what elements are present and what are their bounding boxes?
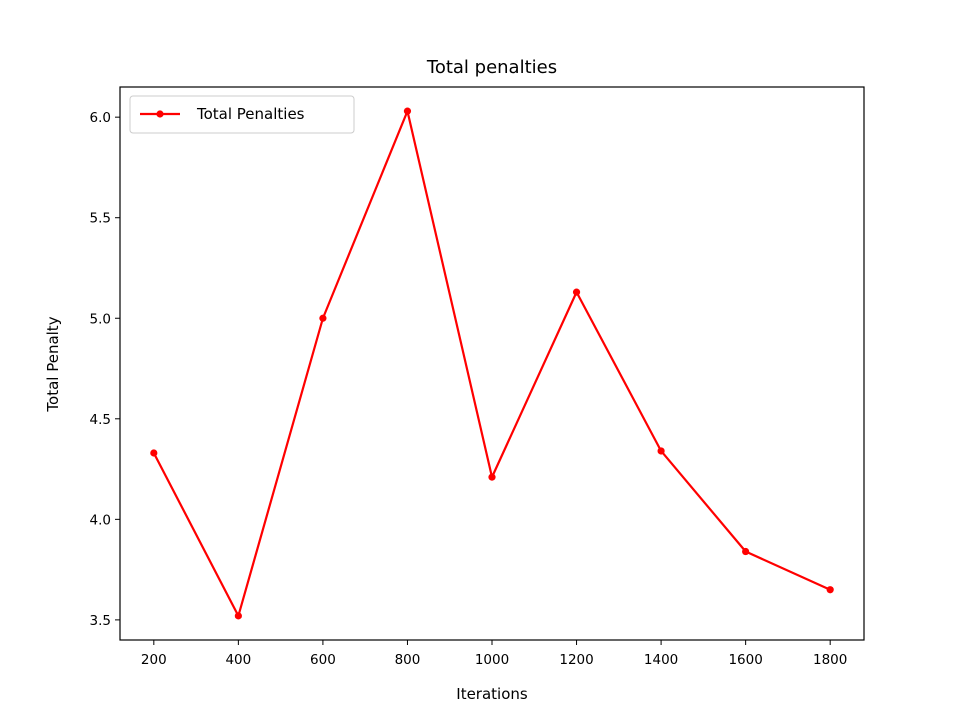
x-tick-label: 400 <box>225 652 251 668</box>
y-tick-label: 4.5 <box>90 412 111 428</box>
data-point <box>403 107 412 115</box>
chart-title: Total penalties <box>426 57 557 78</box>
data-point <box>234 612 242 620</box>
x-tick-label: 1600 <box>728 652 762 668</box>
data-point <box>742 547 750 556</box>
x-axis: 200 400 600 800 1000 1200 1400 1600 1800 <box>141 640 847 668</box>
series-layer <box>150 107 834 620</box>
y-tick-label: 5.5 <box>90 211 111 227</box>
data-point <box>572 288 581 296</box>
y-tick-label: 6.0 <box>90 110 111 126</box>
data-point <box>488 473 496 481</box>
x-tick-label: 800 <box>395 652 421 668</box>
y-tick-label: 3.5 <box>90 613 111 629</box>
y-axis: 3.5 4.0 4.5 5.0 5.5 6.0 <box>90 110 120 629</box>
x-tick-label: 600 <box>310 652 336 668</box>
y-axis-label: Total Penalty <box>44 316 62 412</box>
legend-box <box>129 95 355 134</box>
x-tick-label: 1000 <box>475 652 509 668</box>
legend-label: Total Penalties <box>196 105 305 123</box>
data-point <box>319 314 327 322</box>
data-point <box>657 447 665 455</box>
x-tick-label: 1400 <box>644 652 678 668</box>
x-tick-label: 200 <box>141 652 167 668</box>
data-point <box>826 586 834 594</box>
y-tick-label: 4.0 <box>90 512 111 528</box>
legend: Total Penalties <box>129 95 355 134</box>
x-tick-label: 1800 <box>813 652 847 668</box>
y-tick-label: 5.0 <box>90 311 111 327</box>
legend-marker-swatch <box>156 110 164 118</box>
x-tick-label: 1200 <box>559 652 593 668</box>
data-point <box>150 449 158 457</box>
x-axis-label: Iterations <box>456 685 528 703</box>
